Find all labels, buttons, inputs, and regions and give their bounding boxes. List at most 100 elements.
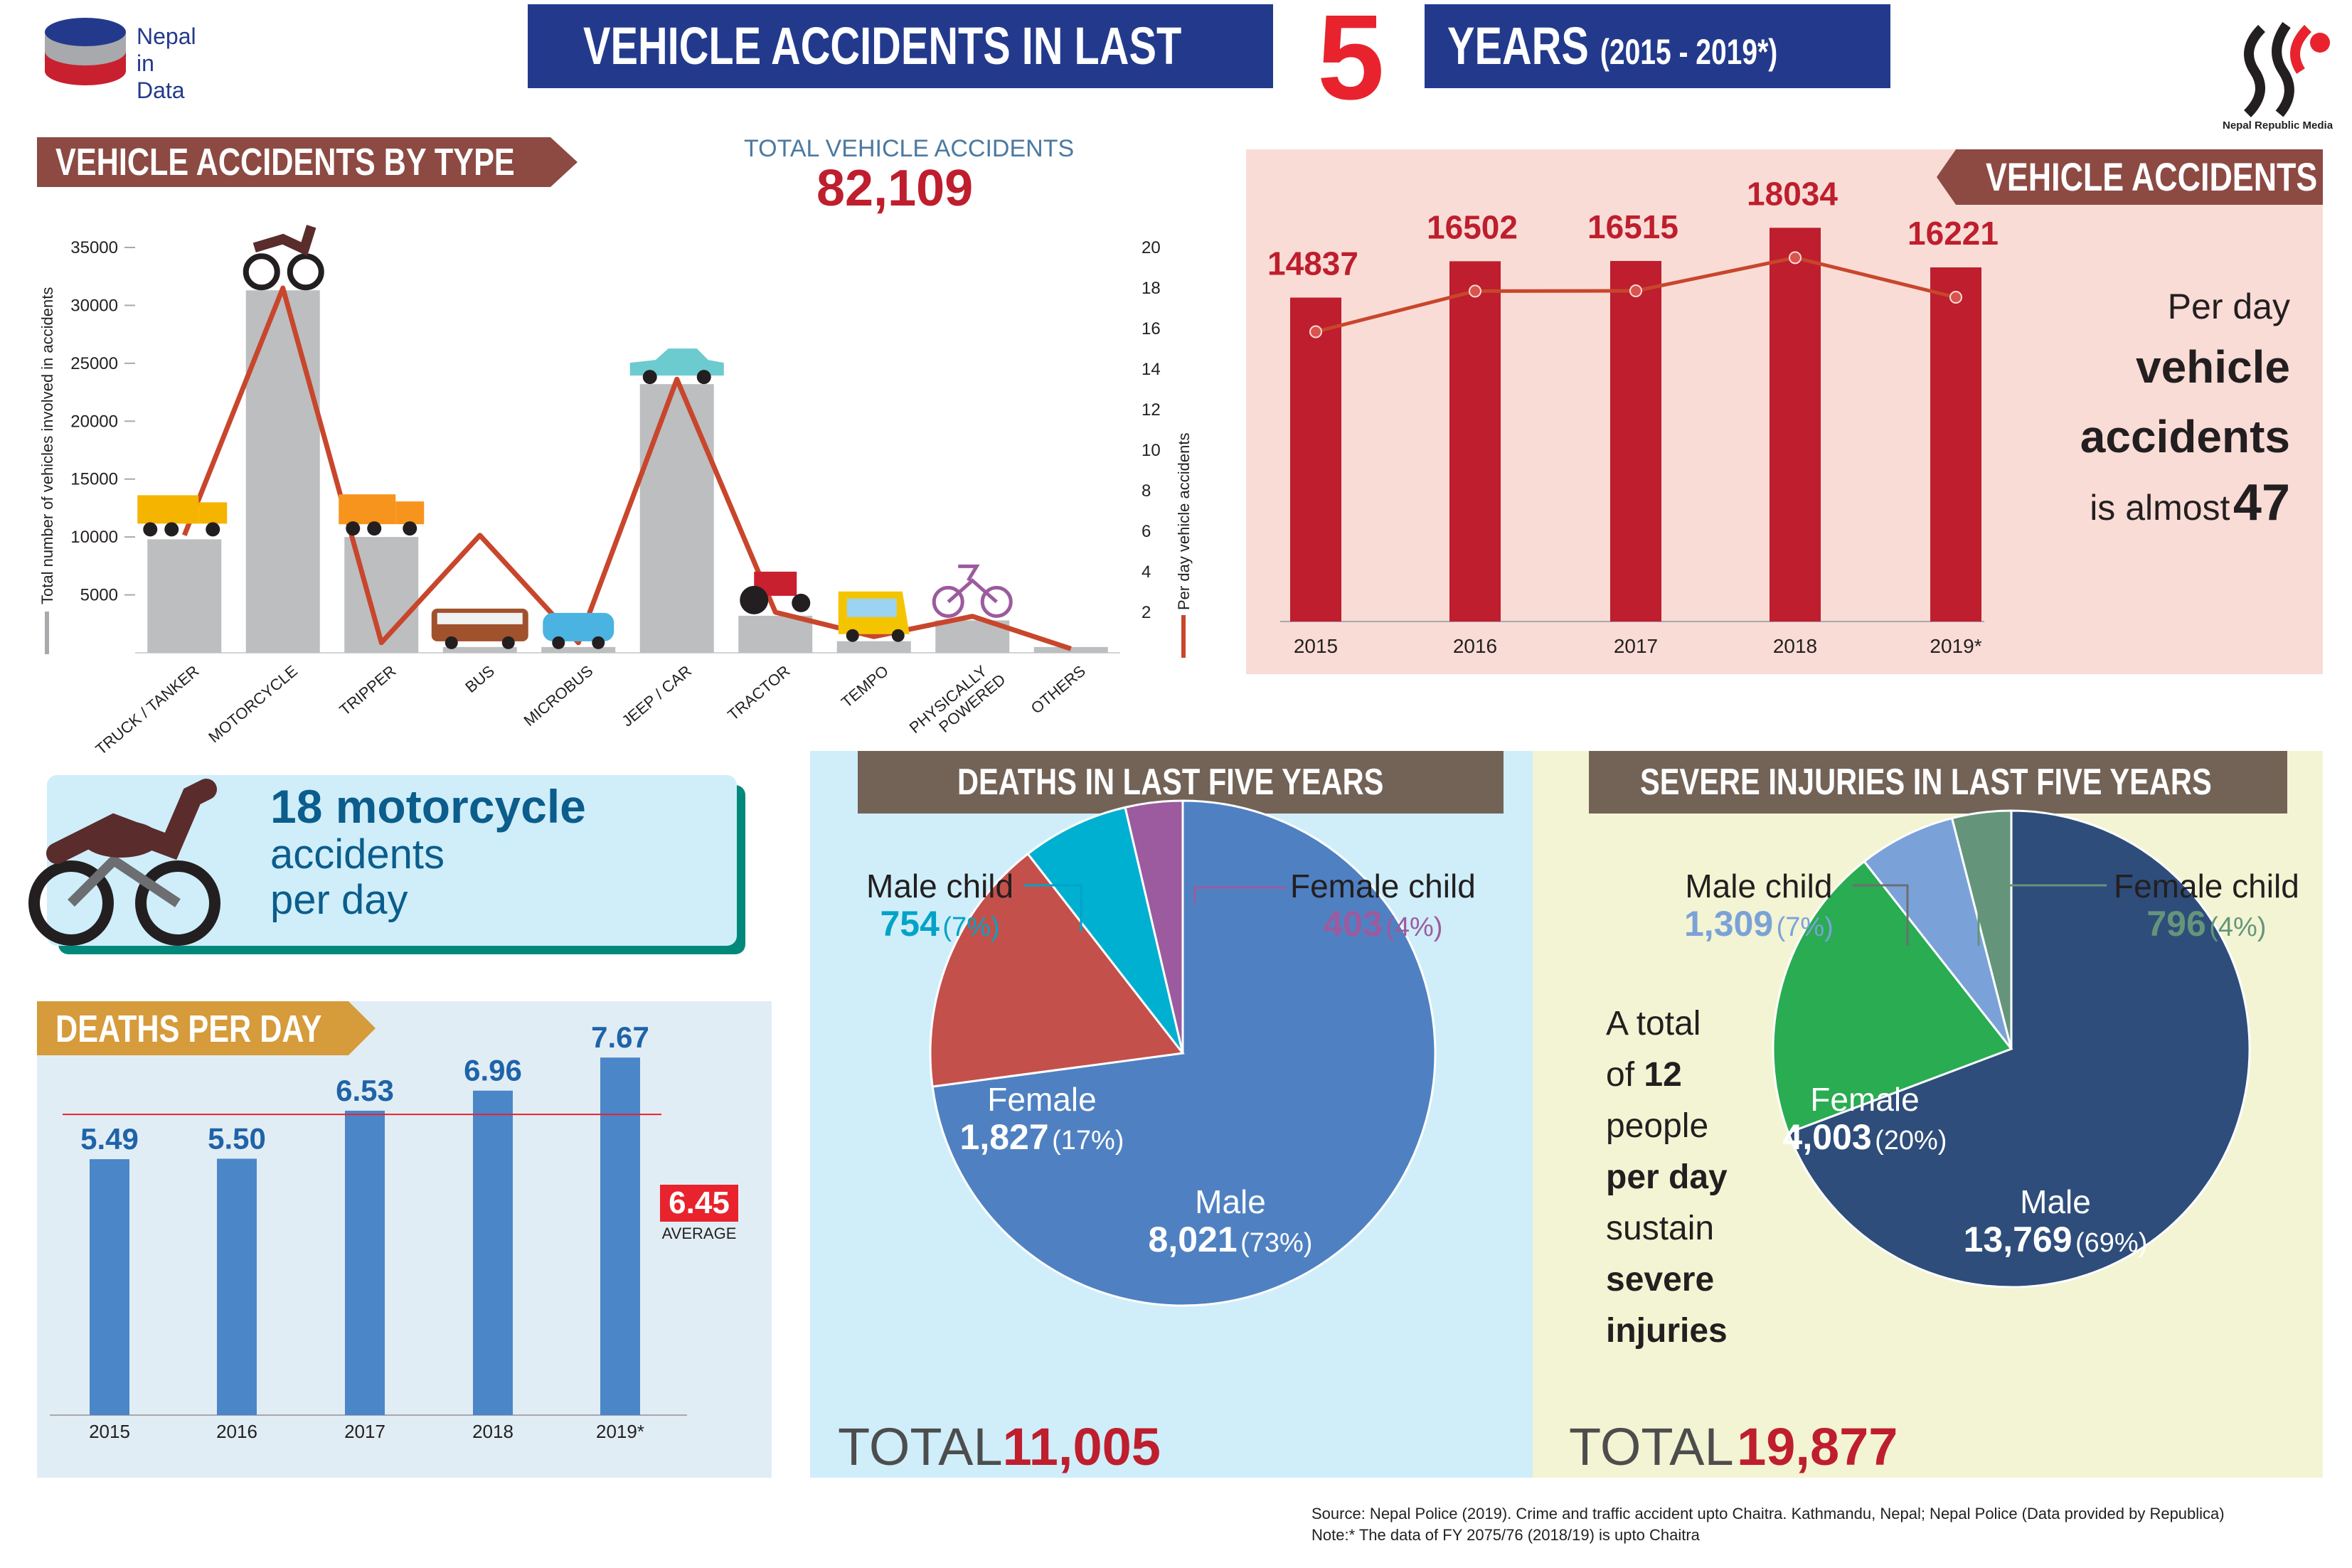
deaths-total: TOTAL11,005 bbox=[838, 1415, 1161, 1494]
per-day-prefix: is almost bbox=[2090, 488, 2230, 528]
title-range: (2015 - 2019*) bbox=[1600, 32, 1778, 72]
deaths-male-child-pct: (7%) bbox=[942, 912, 1000, 942]
deaths-female-value-row: 1,827 (17%) bbox=[946, 1118, 1138, 1166]
average-badge bbox=[660, 1185, 738, 1222]
microbus-wheel-icon bbox=[592, 636, 605, 649]
title-left-box bbox=[528, 4, 1273, 88]
dpd-bar bbox=[345, 1110, 385, 1415]
side-text-of: of bbox=[1606, 1056, 1635, 1094]
footer: Source: Nepal Police (2019). Crime and t… bbox=[1311, 1503, 2225, 1546]
dpd-bar bbox=[217, 1158, 257, 1415]
yearly-bar bbox=[1290, 297, 1341, 622]
bus-wheel-icon bbox=[501, 636, 515, 649]
average-label: AVERAGE bbox=[661, 1225, 737, 1242]
car-icon bbox=[629, 348, 724, 376]
injuries-total: TOTAL 19,877 bbox=[1569, 1415, 1898, 1494]
yearly-value-label: 16515 bbox=[1587, 208, 1678, 245]
deaths-female-pct: (17%) bbox=[1052, 1126, 1124, 1156]
yearly-trend-point bbox=[1949, 291, 1962, 304]
deaths-male-child-leader bbox=[1024, 884, 1082, 932]
injuries-total-value: 19,877 bbox=[1737, 1417, 1898, 1476]
dpd-category-label: 2019* bbox=[596, 1421, 644, 1442]
title-right: YEARS (2015 - 2019*) bbox=[1447, 13, 1777, 85]
deaths-male-label: Male 8,021 (73%) bbox=[1117, 1183, 1344, 1268]
motorcycle-wheel-icon bbox=[287, 253, 324, 291]
right-tick-label: 14 bbox=[1142, 360, 1161, 379]
yearly-value-label: 14837 bbox=[1267, 245, 1358, 282]
injuries-female-pct: (20%) bbox=[1875, 1126, 1947, 1156]
footer-source: Source: Nepal Police (2019). Crime and t… bbox=[1311, 1505, 2225, 1522]
rickshaw-frame-icon bbox=[947, 564, 998, 604]
yearly-bar bbox=[1770, 228, 1821, 622]
deaths-male-child-value-row: 754 (7%) bbox=[866, 905, 1013, 952]
logo-line-1: Nepal bbox=[137, 23, 196, 49]
yearly-category-label: 2019* bbox=[1930, 635, 1981, 657]
type-bar bbox=[1033, 646, 1108, 653]
yearly-trend-point bbox=[1789, 251, 1802, 265]
per-day-line2: vehicle bbox=[2135, 341, 2290, 393]
dpd-value-label: 5.49 bbox=[80, 1122, 139, 1156]
yearly-bar bbox=[1930, 267, 1981, 622]
truck-wheel-icon bbox=[143, 522, 158, 537]
publisher-name: Nepal Republic Media bbox=[2223, 119, 2334, 132]
title-years: YEARS bbox=[1447, 16, 1589, 75]
right-tick-label: 2 bbox=[1142, 603, 1151, 622]
right-tick-label: 12 bbox=[1142, 400, 1161, 420]
yearly-value-label: 16221 bbox=[1907, 215, 1999, 252]
tipper-cab-icon bbox=[395, 501, 425, 525]
dpd-value-label: 7.67 bbox=[591, 1020, 649, 1054]
type-bar bbox=[639, 384, 714, 653]
yearly-trend-point bbox=[1469, 284, 1481, 298]
logo-text: Nepal in Data bbox=[137, 23, 196, 104]
dpd-bar bbox=[90, 1159, 129, 1415]
deaths-male-pct: (73%) bbox=[1240, 1228, 1313, 1258]
injuries-slice-female-child bbox=[1950, 809, 2013, 1050]
by-type-banner: VEHICLE ACCIDENTS BY TYPE bbox=[55, 141, 515, 183]
logo-line-3: Data bbox=[137, 78, 185, 103]
injuries-female-value: 4,003 bbox=[1782, 1117, 1872, 1157]
injuries-total-label: TOTAL bbox=[1569, 1417, 1734, 1476]
per-day-line3: accidents bbox=[2080, 411, 2290, 462]
total-accidents-value: 82,109 bbox=[816, 160, 974, 217]
deaths-female-child-pct: (4%) bbox=[1385, 912, 1443, 942]
deaths-male-child-value: 754 bbox=[880, 904, 940, 944]
dpd-category-label: 2017 bbox=[344, 1421, 385, 1442]
tempo-wheel-icon bbox=[891, 629, 905, 642]
deaths-banner: DEATHS IN LAST FIVE YEARS bbox=[957, 762, 1384, 803]
tipper-wheel-icon bbox=[403, 521, 417, 536]
deaths-slice-male-child bbox=[1026, 806, 1184, 1054]
per-day-line1: Per day bbox=[2167, 287, 2290, 326]
type-bar bbox=[147, 539, 222, 653]
injuries-male-child-pct: (7%) bbox=[1776, 912, 1834, 942]
yearly-value-label: 18034 bbox=[1747, 175, 1838, 212]
title-right-box bbox=[1425, 4, 1890, 88]
left-tick-label: 35000 bbox=[70, 238, 118, 257]
left-tick-label: 25000 bbox=[70, 354, 118, 373]
side-text-line6: severe bbox=[1606, 1261, 1715, 1298]
tipper-wheel-icon bbox=[367, 521, 382, 536]
injuries-female-child-name: Female child bbox=[2114, 868, 2299, 905]
injuries-slice-female bbox=[1772, 860, 2013, 1134]
title-number: 5 bbox=[1317, 0, 1385, 125]
injuries-slice-male bbox=[1787, 809, 2251, 1289]
logo-line-2: in bbox=[137, 50, 154, 76]
left-tick-label: 5000 bbox=[80, 586, 118, 605]
tractor-wheel-icon bbox=[792, 593, 811, 612]
dpd-category-label: 2018 bbox=[472, 1421, 513, 1442]
title-left: VEHICLE ACCIDENTS IN LAST bbox=[583, 16, 1182, 75]
injuries-side-text: A total of 12 people per day sustain sev… bbox=[1606, 998, 1728, 1357]
injuries-male-child-value-row: 1,309 (7%) bbox=[1684, 905, 1834, 952]
type-bar bbox=[442, 646, 517, 653]
side-text-twelve: 12 bbox=[1644, 1056, 1682, 1094]
deaths-male-value-row: 8,021 (73%) bbox=[1117, 1220, 1344, 1268]
deaths-female-child-label: Female child 403 (4%) bbox=[1290, 868, 1476, 952]
rickshaw-wheel-icon bbox=[980, 585, 1013, 618]
callout-text: 18 motorcycle accidents per day bbox=[270, 781, 586, 923]
yearly-value-label: 16502 bbox=[1427, 208, 1518, 245]
deaths-male-child-label: Male child 754 (7%) bbox=[866, 868, 1013, 952]
injuries-male-pct: (69%) bbox=[2075, 1228, 2148, 1258]
dpd-bar bbox=[600, 1057, 640, 1415]
injuries-female-child-value: 796 bbox=[2146, 904, 2206, 944]
left-axis-label: Total number of vehicles involved in acc… bbox=[38, 287, 56, 604]
